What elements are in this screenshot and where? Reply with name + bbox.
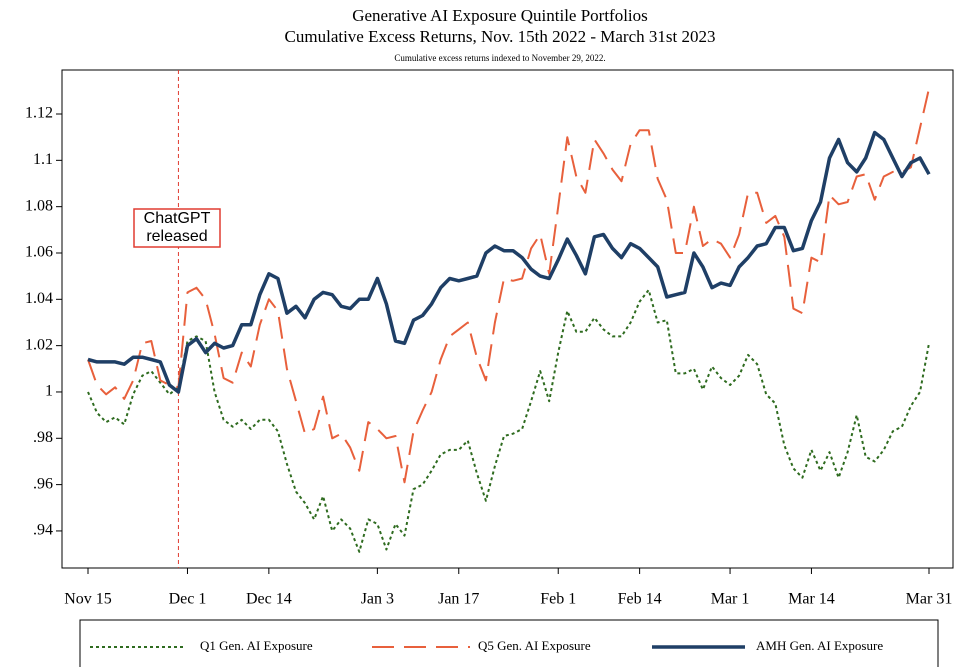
plot-frame bbox=[61, 69, 954, 569]
chart-title: Generative AI Exposure Quintile Portfoli… bbox=[352, 6, 648, 25]
x-tick-label: Dec 1 bbox=[169, 591, 207, 608]
annotation-text: released bbox=[146, 228, 207, 245]
x-tick-label: Mar 14 bbox=[788, 591, 835, 608]
y-tick-label: .94 bbox=[33, 522, 53, 539]
chart-title: Cumulative Excess Returns, Nov. 15th 202… bbox=[285, 27, 716, 46]
series-line bbox=[87, 130, 931, 394]
x-tick-label: Feb 14 bbox=[618, 591, 662, 608]
y-tick-label: 1 bbox=[45, 383, 53, 400]
annotation-text: ChatGPT bbox=[144, 210, 211, 227]
x-tick-label: Dec 14 bbox=[246, 591, 292, 608]
x-tick-label: Nov 15 bbox=[64, 591, 112, 608]
series-line bbox=[87, 88, 930, 484]
legend-label: AMH Gen. AI Exposure bbox=[756, 638, 883, 653]
x-tick-label: Mar 31 bbox=[906, 591, 953, 608]
x-tick-label: Jan 3 bbox=[361, 591, 394, 608]
x-tick-label: Feb 1 bbox=[540, 591, 576, 608]
annotation-box bbox=[133, 208, 221, 248]
y-tick-label: 1.08 bbox=[25, 197, 53, 214]
chart-subtitle: Cumulative excess returns indexed to Nov… bbox=[394, 53, 605, 63]
y-tick-label: .98 bbox=[33, 429, 53, 446]
series-line bbox=[87, 289, 930, 553]
y-tick-label: 1.1 bbox=[33, 151, 53, 168]
y-tick-label: .96 bbox=[33, 475, 53, 492]
legend-label: Q1 Gen. AI Exposure bbox=[200, 638, 313, 653]
y-tick-label: 1.02 bbox=[25, 336, 53, 353]
legend-box bbox=[79, 619, 939, 667]
y-tick-label: 1.06 bbox=[25, 244, 53, 261]
y-tick-label: 1.04 bbox=[25, 290, 53, 307]
y-tick-label: 1.12 bbox=[25, 105, 53, 122]
x-tick-label: Mar 1 bbox=[711, 591, 750, 608]
legend-label: Q5 Gen. AI Exposure bbox=[478, 638, 591, 653]
x-tick-label: Jan 17 bbox=[438, 591, 479, 608]
